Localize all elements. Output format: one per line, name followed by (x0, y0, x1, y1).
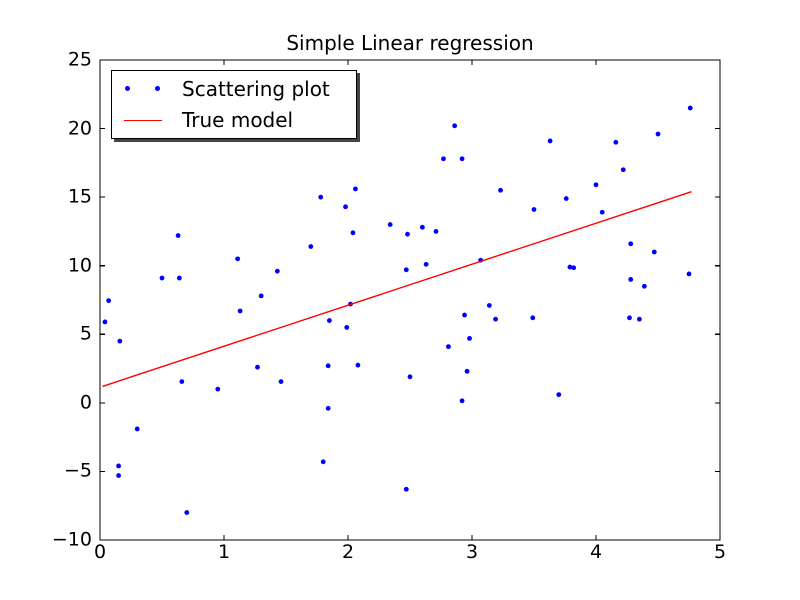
scatter-point (407, 374, 413, 380)
scatter-point (176, 275, 182, 281)
y-tick-label: 10 (67, 254, 92, 277)
y-tick-label: 20 (67, 117, 92, 140)
scatter-marker-sample (112, 73, 182, 104)
scatter-point (308, 244, 314, 249)
scatter-point (563, 196, 569, 201)
scatter-point (116, 463, 121, 469)
scatter-point (117, 338, 123, 344)
scatter-point (344, 325, 350, 330)
scatter-point (274, 268, 280, 274)
scatter-point (320, 459, 326, 465)
scatter-point (556, 392, 562, 398)
scatter-point (452, 123, 458, 129)
scatter-point (235, 256, 241, 262)
scatter-point (325, 405, 331, 411)
scatter-point (628, 241, 634, 247)
scatter-point (593, 182, 599, 188)
scatter-point (467, 336, 472, 341)
scatter-point (343, 204, 348, 210)
y-tick-label: 15 (67, 185, 92, 208)
scatter-point (159, 275, 165, 281)
scatter-point (237, 308, 243, 314)
y-tick-label: 5 (79, 322, 92, 345)
scatter-point (498, 187, 503, 193)
x-tick-label: 0 (93, 541, 107, 563)
chart-title: Simple Linear regression (286, 31, 534, 55)
scatter-point (405, 231, 410, 237)
scatter-point (215, 386, 221, 392)
scatter-point (655, 131, 661, 137)
scatter-point (420, 224, 425, 230)
scatter-point (571, 265, 577, 271)
scatter-point (355, 362, 361, 368)
scatter-point (403, 486, 409, 492)
scatter-point (687, 105, 693, 111)
scatter-point (255, 364, 260, 370)
scatter-point (651, 249, 657, 255)
scatter-point (441, 156, 446, 162)
scatter-point (627, 315, 632, 321)
scatter-dot-icon (125, 86, 130, 91)
scatter-point (531, 207, 537, 212)
y-tick-label: 25 (67, 48, 92, 71)
scatter-point (599, 209, 605, 215)
scatter-point (433, 229, 439, 234)
scatter-point (327, 318, 332, 323)
scatter-point (179, 379, 185, 384)
scatter-point (493, 316, 498, 322)
x-tick-label: 1 (217, 541, 231, 563)
scatter-point (116, 473, 121, 478)
scatter-point (184, 510, 190, 515)
scatter-point (641, 283, 647, 289)
legend-label-line: True model (182, 107, 294, 132)
scatter-dot-icon (155, 86, 160, 91)
regression-line (102, 190, 692, 388)
x-tick-label: 4 (589, 541, 603, 563)
scatter-point (102, 319, 108, 325)
scatter-point (686, 271, 692, 277)
scatter-point (530, 315, 536, 321)
scatter-point (175, 233, 181, 238)
scatter-point (350, 230, 356, 236)
scatter-point (387, 222, 393, 227)
scatter-point (620, 167, 626, 173)
scatter-point (134, 426, 140, 432)
x-tick-label: 3 (465, 541, 479, 563)
legend-entry-line: True model (112, 104, 356, 135)
x-tick-label: 2 (341, 541, 355, 563)
scatter-point (637, 316, 642, 322)
scatter-point (423, 261, 429, 267)
scatter-point (464, 368, 470, 374)
scatter-point (547, 138, 553, 144)
scatter-point (567, 264, 573, 270)
scatter-point (459, 398, 465, 404)
scatter-point (318, 194, 324, 200)
scatter-point (403, 267, 409, 273)
scatter-point (613, 139, 619, 145)
scatter-point (459, 156, 465, 162)
x-tick-label: 5 (713, 541, 727, 563)
axes-frame (99, 59, 721, 541)
scatter-point (258, 293, 264, 299)
scatter-point (353, 186, 358, 192)
scatter-point (446, 344, 451, 350)
y-tick-label: −10 (51, 528, 92, 551)
legend-label-scatter: Scattering plot (182, 76, 330, 101)
scatter-point (106, 298, 112, 304)
scatter-point (628, 277, 634, 282)
scatter-point (462, 312, 467, 318)
scatter-point (486, 303, 492, 308)
legend-entry-scatter: Scattering plot (112, 73, 356, 104)
y-tick-label: 0 (79, 391, 92, 414)
line-marker-sample (112, 104, 182, 135)
legend: Scattering plot True model (111, 70, 357, 139)
scatter-point (325, 363, 331, 369)
line-sample-icon (124, 119, 162, 121)
y-tick-label: −5 (63, 459, 92, 482)
scatter-point (278, 379, 284, 384)
